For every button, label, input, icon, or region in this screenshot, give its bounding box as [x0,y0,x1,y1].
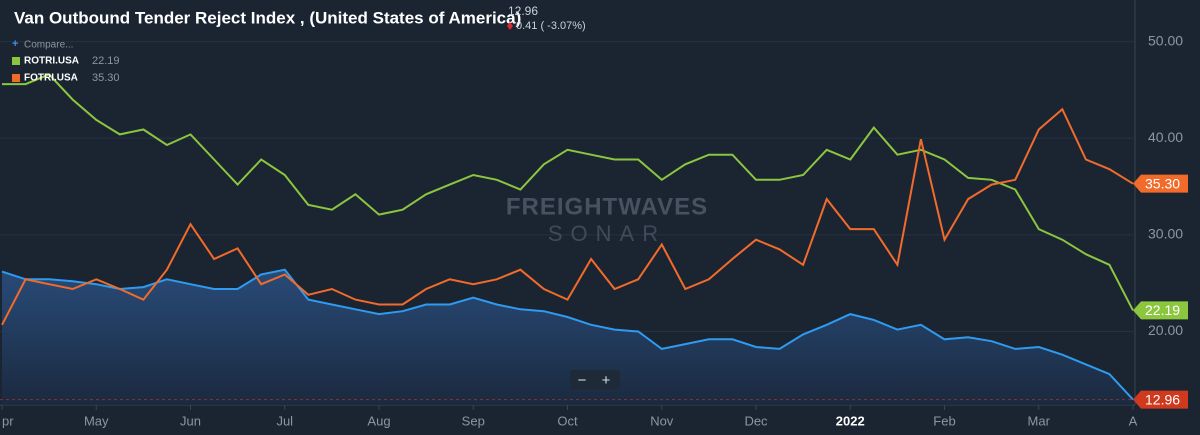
plot [0,41,1135,405]
series-line [2,73,1134,311]
x-tick-label: Jul [276,413,293,428]
series-line [1,107,1134,326]
legend-swatch [12,57,20,65]
x-tick-label: Dec [744,413,768,428]
x-tick-label: Mar [1028,413,1051,428]
x-tick-label: Jun [180,413,201,428]
x-tick-label: May [84,413,109,428]
x-tick-label: pr [2,413,14,428]
watermark: SONAR [548,221,666,246]
zoom-out[interactable]: − [578,372,587,389]
series-line [1,268,1134,401]
x-tick-label: Sep [462,413,485,428]
header-change: 0.41 ( -3.07%) [516,20,586,32]
value-badge [1133,390,1188,409]
down-icon [507,22,513,30]
zoom-controls [570,370,620,390]
value-badge-label: 22.19 [1145,302,1180,318]
x-tick-label: Oct [557,413,578,428]
legend: ROTRI.USA 22.19 FOTRI.USA 35.30 [12,55,120,84]
legend-value: 35.30 [92,72,120,84]
compare-icon[interactable]: + [12,38,18,50]
legend-label: ROTRI.USA [24,56,79,67]
legend-value: 22.19 [92,55,120,67]
x-tick-label: A [1129,413,1138,428]
x-tick-label: Aug [367,413,390,428]
watermark: FREIGHTWAVES [506,193,708,220]
x-tick-label: Nov [650,413,674,428]
header-value: 12.96 [508,4,538,18]
value-badge-label: 12.96 [1145,391,1180,407]
compare-button[interactable]: Compare... [24,40,73,51]
y-tick-label: 20.00 [1148,322,1183,338]
value-badge-label: 35.30 [1145,175,1180,191]
y-tick-label: 50.00 [1148,32,1183,48]
value-badge [1133,174,1188,193]
area [2,269,1133,405]
legend-label: FOTRI.USA [24,73,78,84]
y-tick-label: 30.00 [1148,226,1183,242]
value-badge [1133,301,1188,320]
y-tick-label: 40.00 [1148,129,1183,145]
chart-title: Van Outbound Tender Reject Index , (Unit… [14,8,521,27]
x-tick-label: Feb [933,413,955,428]
zoom-in[interactable]: + [602,372,611,389]
x-tick-label: 2022 [836,413,865,428]
legend-swatch [12,74,20,82]
